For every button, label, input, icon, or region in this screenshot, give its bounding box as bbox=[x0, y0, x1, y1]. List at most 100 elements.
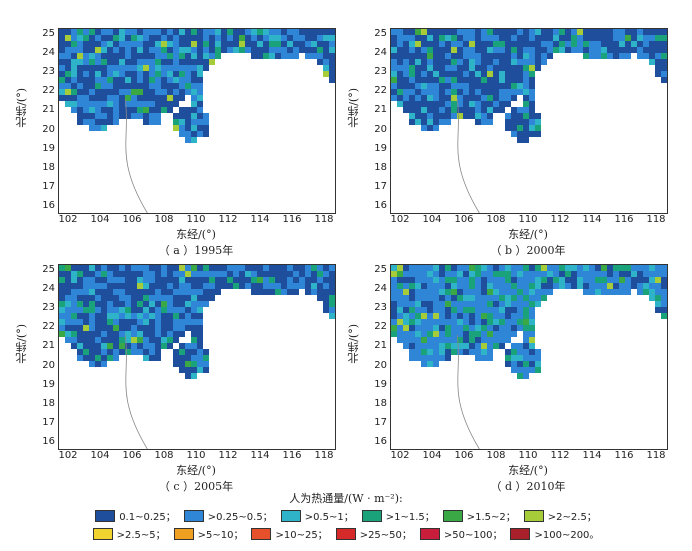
flux-cell bbox=[203, 53, 209, 59]
flux-cell bbox=[119, 65, 125, 71]
flux-cell bbox=[281, 283, 287, 289]
flux-cell bbox=[143, 101, 149, 107]
flux-cell bbox=[505, 307, 511, 313]
flux-cell bbox=[317, 29, 323, 35]
flux-cell bbox=[293, 35, 299, 41]
flux-cell bbox=[173, 47, 179, 53]
flux-cell bbox=[143, 35, 149, 41]
flux-cell bbox=[391, 53, 397, 59]
flux-cell bbox=[511, 65, 517, 71]
flux-cell bbox=[95, 119, 101, 125]
flux-cell bbox=[203, 47, 209, 53]
flux-cell bbox=[517, 89, 523, 95]
flux-cell bbox=[323, 301, 329, 307]
legend-item: >0.5~1； bbox=[280, 508, 354, 523]
flux-cell bbox=[487, 47, 493, 53]
flux-cell bbox=[409, 119, 415, 125]
flux-cell bbox=[209, 59, 215, 65]
flux-cell bbox=[523, 83, 529, 89]
flux-cell bbox=[589, 277, 595, 283]
flux-cell bbox=[409, 265, 415, 271]
flux-cell bbox=[131, 29, 137, 35]
flux-cell bbox=[397, 47, 403, 53]
flux-cell bbox=[101, 53, 107, 59]
flux-cell bbox=[493, 277, 499, 283]
flux-cell bbox=[89, 301, 95, 307]
flux-cell bbox=[119, 77, 125, 83]
flux-cell bbox=[317, 265, 323, 271]
flux-cell bbox=[493, 95, 499, 101]
flux-cell bbox=[125, 41, 131, 47]
flux-cell bbox=[499, 325, 505, 331]
flux-cell bbox=[499, 53, 505, 59]
flux-cell bbox=[481, 331, 487, 337]
flux-cell bbox=[397, 319, 403, 325]
flux-cell bbox=[197, 101, 203, 107]
flux-cell bbox=[391, 325, 397, 331]
flux-cell bbox=[209, 35, 215, 41]
flux-cell bbox=[119, 337, 125, 343]
flux-cell bbox=[439, 107, 445, 113]
flux-cell bbox=[397, 53, 403, 59]
flux-cell bbox=[427, 349, 433, 355]
flux-cell bbox=[173, 41, 179, 47]
flux-cell bbox=[421, 271, 427, 277]
flux-cell bbox=[155, 89, 161, 95]
flux-cell bbox=[77, 53, 83, 59]
flux-cell bbox=[197, 77, 203, 83]
flux-cell bbox=[323, 71, 329, 77]
flux-cell bbox=[65, 331, 71, 337]
flux-cell bbox=[535, 283, 541, 289]
flux-cell bbox=[427, 343, 433, 349]
flux-cell bbox=[113, 83, 119, 89]
flux-cell bbox=[451, 277, 457, 283]
flux-cell bbox=[137, 337, 143, 343]
flux-cell bbox=[83, 35, 89, 41]
flux-cell bbox=[125, 331, 131, 337]
flux-cell bbox=[197, 343, 203, 349]
flux-cell bbox=[311, 35, 317, 41]
flux-cell bbox=[71, 307, 77, 313]
flux-cell bbox=[185, 35, 191, 41]
flux-cell bbox=[451, 349, 457, 355]
flux-cell bbox=[469, 89, 475, 95]
flux-cell bbox=[101, 101, 107, 107]
flux-cell bbox=[83, 325, 89, 331]
flux-cell bbox=[655, 295, 661, 301]
flux-cell bbox=[197, 125, 203, 131]
flux-cell bbox=[65, 301, 71, 307]
flux-cell bbox=[65, 29, 71, 35]
flux-cell bbox=[263, 271, 269, 277]
flux-cell bbox=[101, 265, 107, 271]
flux-cell bbox=[287, 47, 293, 53]
flux-cell bbox=[101, 107, 107, 113]
flux-cell bbox=[541, 277, 547, 283]
flux-cell bbox=[463, 101, 469, 107]
flux-cell bbox=[469, 41, 475, 47]
flux-cell bbox=[89, 41, 95, 47]
flux-cell bbox=[161, 277, 167, 283]
flux-cell bbox=[439, 89, 445, 95]
flux-cell bbox=[155, 307, 161, 313]
flux-cell bbox=[553, 265, 559, 271]
flux-cell bbox=[95, 337, 101, 343]
flux-cell bbox=[409, 95, 415, 101]
flux-cell bbox=[107, 355, 113, 361]
flux-cell bbox=[71, 289, 77, 295]
flux-cell bbox=[323, 265, 329, 271]
x-axis-label: 东经/(°) bbox=[508, 228, 548, 241]
flux-cell bbox=[427, 271, 433, 277]
flux-cell bbox=[427, 337, 433, 343]
flux-cell bbox=[499, 271, 505, 277]
flux-cell bbox=[439, 295, 445, 301]
flux-cell bbox=[179, 271, 185, 277]
flux-cell bbox=[529, 77, 535, 83]
flux-cell bbox=[107, 65, 113, 71]
flux-cell bbox=[203, 29, 209, 35]
flux-cell bbox=[329, 277, 335, 283]
flux-cell bbox=[71, 89, 77, 95]
flux-cell bbox=[439, 29, 445, 35]
flux-cell bbox=[523, 361, 529, 367]
flux-cell bbox=[77, 95, 83, 101]
flux-cell bbox=[661, 71, 667, 77]
